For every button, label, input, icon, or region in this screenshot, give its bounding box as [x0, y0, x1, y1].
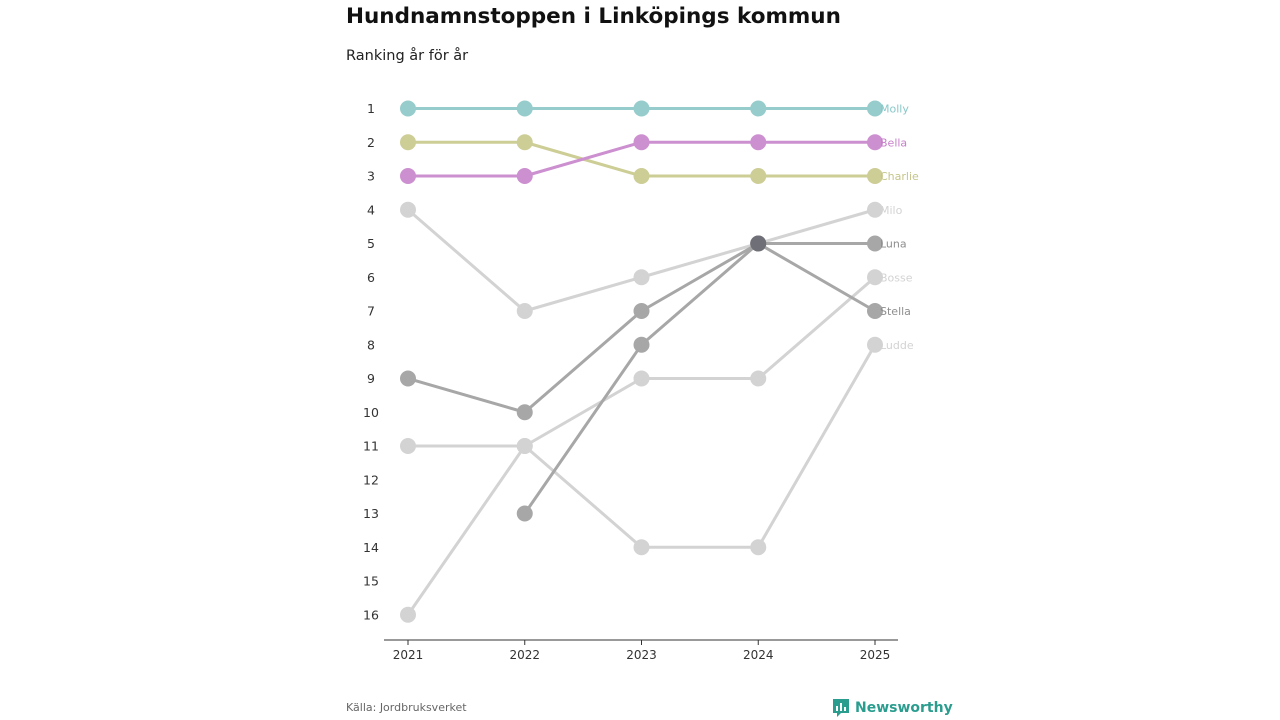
data-point-molly — [400, 100, 416, 117]
y-tick-label: 2 — [367, 135, 375, 150]
data-point-luna — [400, 370, 416, 387]
data-point-bella — [633, 134, 650, 151]
brand-name: Newsworthy — [855, 700, 953, 716]
y-tick-label: 16 — [363, 607, 379, 622]
data-point-stella — [867, 303, 883, 319]
data-point-molly — [516, 100, 533, 117]
series-label-bella: Bella — [880, 136, 907, 149]
data-point-charlie — [750, 168, 767, 184]
data-point-stella — [516, 505, 533, 522]
data-point-ludde — [867, 336, 883, 353]
data-point-charlie — [867, 168, 883, 184]
bar-chart-bubble-icon — [833, 699, 849, 717]
data-point-ludde — [633, 539, 650, 556]
data-point-molly — [750, 100, 767, 117]
chart-title: Hundnamnstoppen i Linköpings kommun — [346, 4, 841, 29]
y-tick-label: 8 — [367, 337, 375, 352]
series-milo — [400, 201, 883, 319]
data-point-milo — [633, 269, 650, 286]
series-layer — [400, 100, 883, 623]
series-labels: Milo Bosse Ludde Stella Luna Charlie Bella Moll… — [880, 103, 919, 352]
series-label-bosse: Bosse — [880, 271, 913, 284]
data-point-milo — [516, 303, 533, 319]
data-point-charlie — [633, 168, 650, 184]
x-axis: 2021 2022 2023 2024 2025 — [384, 639, 898, 662]
source-note: Källa: Jordbruksverket — [346, 701, 467, 714]
data-point-luna — [633, 303, 650, 319]
series-label-molly: Molly — [880, 103, 909, 116]
data-point-bella — [400, 168, 416, 184]
series-charlie — [400, 134, 883, 184]
data-point-bosse — [633, 370, 650, 387]
highlight-point — [750, 235, 767, 252]
data-point-luna — [516, 404, 533, 421]
y-tick-label: 6 — [367, 270, 375, 285]
series-label-stella: Stella — [880, 305, 911, 318]
data-point-bosse — [400, 606, 416, 623]
x-tick-label: 2024 — [743, 648, 774, 662]
y-tick-label: 11 — [363, 439, 379, 454]
chart-subtitle: Ranking år för år — [346, 48, 469, 64]
series-label-charlie: Charlie — [880, 170, 919, 183]
y-tick-label: 14 — [363, 540, 379, 555]
y-tick-label: 3 — [367, 169, 375, 184]
series-molly — [400, 100, 883, 117]
series-line-milo — [407, 208, 876, 313]
data-point-bosse — [750, 370, 767, 387]
data-point-bella — [867, 134, 883, 151]
data-point-charlie — [400, 134, 416, 151]
data-point-ludde — [516, 438, 533, 454]
series-luna — [400, 235, 883, 421]
series-line-stella — [523, 242, 876, 515]
y-tick-label: 10 — [363, 405, 379, 420]
y-tick-label: 7 — [367, 304, 375, 319]
data-point-bella — [516, 168, 533, 184]
y-tick-label: 1 — [367, 101, 375, 116]
data-point-luna — [867, 235, 883, 252]
y-tick-label: 5 — [367, 236, 375, 251]
y-tick-label: 13 — [363, 506, 379, 521]
y-tick-label: 12 — [363, 472, 379, 487]
x-tick-label: 2025 — [860, 648, 891, 662]
x-tick-label: 2021 — [393, 648, 424, 662]
brand-logo: Newsworthy — [832, 698, 953, 718]
y-tick-label: 9 — [367, 371, 375, 386]
x-tick-label: 2022 — [509, 648, 540, 662]
data-point-milo — [867, 201, 883, 218]
data-point-charlie — [516, 134, 533, 151]
data-point-stella — [633, 336, 650, 353]
data-point-bosse — [867, 269, 883, 286]
data-point-molly — [867, 100, 883, 117]
series-ludde — [400, 336, 883, 556]
data-point-milo — [400, 201, 416, 218]
data-point-ludde — [400, 438, 416, 454]
data-point-molly — [633, 100, 650, 117]
data-point-ludde — [750, 539, 767, 556]
series-label-luna: Luna — [880, 238, 907, 251]
x-tick-label: 2023 — [626, 648, 657, 662]
y-tick-label: 4 — [367, 202, 375, 217]
series-label-ludde: Ludde — [880, 339, 914, 352]
y-tick-label: 15 — [363, 574, 379, 589]
series-bella — [400, 134, 883, 184]
series-label-milo: Milo — [880, 204, 903, 217]
data-point-bella — [750, 134, 767, 151]
